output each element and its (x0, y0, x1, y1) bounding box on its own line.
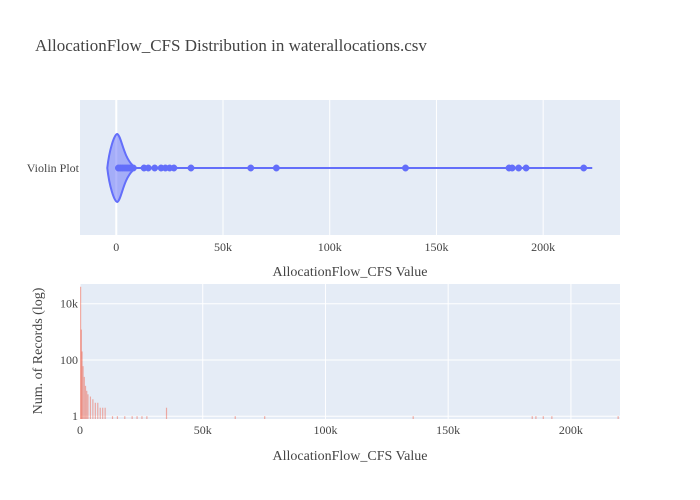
violin-outlier-point (580, 164, 588, 172)
violin-x-tick-label: 0 (113, 240, 119, 254)
histogram-bar (165, 407, 168, 419)
histogram-y-tick-label: 1 (72, 409, 78, 423)
histogram-x-tick-label: 150k (436, 423, 460, 437)
histogram-bar (92, 399, 94, 419)
violin-outlier-point (515, 164, 523, 172)
histogram-bar (264, 416, 266, 419)
violin-outlier-point (508, 164, 516, 172)
histogram-x-axis-title: AllocationFlow_CFS Value (273, 449, 428, 464)
chart-title: AllocationFlow_CFS Distribution in water… (35, 36, 427, 55)
histogram-y-tick-label: 100 (60, 353, 78, 367)
violin-x-tick-label: 150k (424, 240, 448, 254)
histogram-x-tick-label: 200k (559, 423, 583, 437)
histogram-bar (111, 416, 114, 419)
histogram-bar (124, 416, 126, 419)
histogram-gridlines (79, 284, 620, 419)
histogram-y-axis-title: Num. of Records (log) (31, 287, 46, 414)
histogram-bar (81, 351, 83, 419)
histogram-bar (83, 376, 85, 419)
histogram-bar (131, 416, 133, 419)
histogram-bar (89, 396, 92, 419)
histogram-bar (87, 394, 89, 419)
histogram-bar (412, 416, 414, 419)
violin-category-label: Violin Plot (27, 161, 80, 175)
histogram-bar (82, 366, 84, 419)
histogram-y-tick-labels: 1 100 10k (60, 297, 78, 424)
violin-outlier-point (272, 164, 280, 172)
histogram-bar (99, 407, 101, 419)
violin-outlier-point (247, 164, 255, 172)
histogram-bar (551, 416, 553, 419)
histogram-bar (234, 416, 236, 419)
violin-x-tick-label: 100k (318, 240, 342, 254)
violin-x-tick-labels: 0 50k 100k 150k 200k (113, 240, 555, 254)
histogram-bars (80, 286, 619, 419)
histogram-bar (104, 407, 106, 419)
histogram-bar (97, 402, 99, 419)
histogram-bar (116, 416, 119, 419)
histogram-bar (141, 416, 143, 419)
histogram-bar (136, 416, 138, 419)
violin-x-tick-label: 200k (531, 240, 555, 254)
histogram-bar (102, 407, 104, 419)
violin-x-axis-title: AllocationFlow_CFS Value (273, 265, 428, 280)
histogram-x-tick-label: 100k (313, 423, 337, 437)
histogram-y-tick-label: 10k (60, 297, 78, 311)
histogram-x-tick-label: 50k (194, 423, 212, 437)
histogram-bar (80, 286, 82, 419)
histogram-x-tick-label: 0 (77, 423, 83, 437)
histogram-bar (86, 390, 88, 419)
histogram-bar (617, 416, 619, 419)
histogram-bar (542, 416, 544, 419)
violin-outlier-point (170, 164, 178, 172)
histogram-bar (146, 416, 148, 419)
violin-outlier-point (522, 164, 530, 172)
violin-x-tick-label: 50k (214, 240, 232, 254)
violin-marks (106, 132, 593, 204)
histogram-bar (94, 402, 96, 419)
histogram-bar (535, 416, 537, 419)
violin-outlier-point (151, 164, 159, 172)
violin-outlier-point (402, 164, 409, 172)
histogram-bar (84, 385, 87, 419)
histogram-bar (80, 329, 82, 419)
violin-outlier-point (144, 164, 152, 172)
histogram-plot-area (80, 284, 620, 419)
violin-outlier-point (129, 164, 137, 172)
histogram-x-tick-labels: 0 50k 100k 150k 200k (77, 423, 583, 437)
histogram-bar (531, 416, 533, 419)
violin-outlier-point (187, 164, 195, 172)
